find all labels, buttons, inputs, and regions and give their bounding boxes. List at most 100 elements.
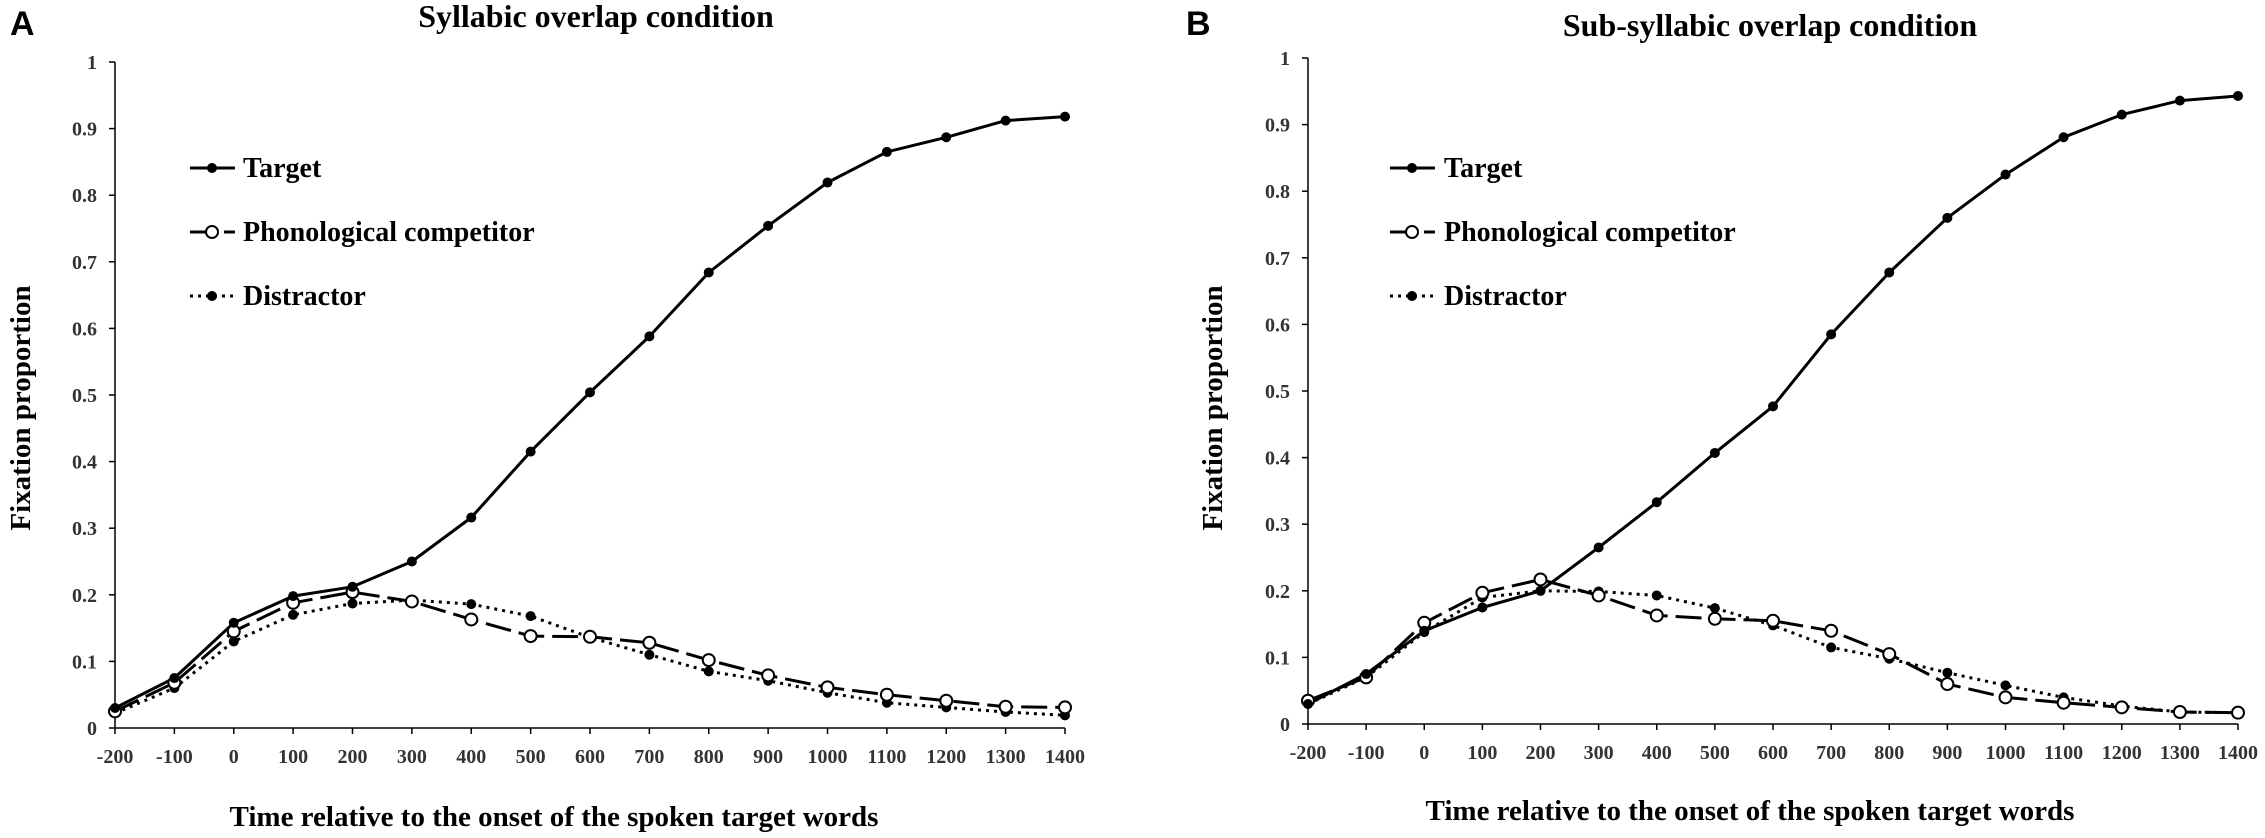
y-axis-label-a: Fixation proportion xyxy=(5,285,37,530)
legend-marker-distractor xyxy=(1407,291,1417,301)
y-tick-label: 0.8 xyxy=(1265,181,1290,203)
data-point-phonological-competitor xyxy=(404,594,419,609)
x-tick-label: 600 xyxy=(1758,742,1788,764)
data-point-distractor xyxy=(1826,642,1837,653)
data-point-target xyxy=(1884,267,1895,278)
chart-title-b: Sub-syllabic overlap condition xyxy=(1563,7,1978,43)
x-tick-label: 1200 xyxy=(926,746,966,768)
y-tick-label: 1 xyxy=(87,52,97,74)
x-tick-label: -100 xyxy=(156,746,193,768)
data-point-phonological-competitor xyxy=(1998,690,2013,705)
y-tick-label: 0.4 xyxy=(1265,448,1290,470)
y-tick-label: 0.1 xyxy=(72,651,97,673)
x-tick-label: 500 xyxy=(1700,742,1730,764)
series-line-phonological-competitor xyxy=(1307,578,2239,715)
data-point-phonological-competitor xyxy=(642,635,657,650)
x-axis-label-a: Time relative to the onset of the spoken… xyxy=(230,801,879,833)
data-point-target xyxy=(881,146,892,157)
data-point-target xyxy=(2233,90,2243,101)
x-tick-label: 800 xyxy=(694,746,724,768)
data-point-phonological-competitor xyxy=(1591,588,1606,603)
data-point-phonological-competitor xyxy=(2231,705,2245,720)
data-point-target xyxy=(466,512,477,523)
data-point-phonological-competitor xyxy=(879,687,894,702)
data-point-target xyxy=(1942,212,1953,223)
x-tick-label: 1100 xyxy=(2044,742,2083,764)
x-tick-label: 100 xyxy=(1467,742,1497,764)
chart-panel-a: A Syllabic overlap condition Time relati… xyxy=(5,0,1085,833)
data-point-target xyxy=(1361,669,1372,680)
data-point-target xyxy=(1060,111,1070,122)
data-point-phonological-competitor xyxy=(1766,613,1780,628)
data-point-target xyxy=(1303,699,1313,710)
chart-panel-b: B Sub-syllabic overlap condition Time re… xyxy=(1186,5,2258,827)
legend-item-distractor: Distractor xyxy=(1390,281,1567,312)
y-ticks-b: 0 0.1 0.2 0.3 0.4 0.5 0.6 0.7 0.8 0.9 1 xyxy=(1265,48,1308,736)
legend-item-distractor: Distractor xyxy=(190,281,366,312)
x-tick-label: 700 xyxy=(1816,742,1846,764)
data-point-target xyxy=(585,387,595,398)
data-point-phonological-competitor xyxy=(1940,677,1955,692)
data-point-target xyxy=(703,267,714,278)
legend-marker-phonological-competitor xyxy=(1405,225,1419,239)
x-tick-label: 1400 xyxy=(2218,742,2258,764)
x-tick-label: -100 xyxy=(1348,742,1385,764)
legend-label-target: Target xyxy=(243,153,322,184)
x-axis-label-b: Time relative to the onset of the spoken… xyxy=(1426,795,2075,827)
data-point-phonological-competitor xyxy=(583,629,597,644)
data-point-distractor xyxy=(288,609,299,620)
y-tick-label: 0.4 xyxy=(72,452,97,474)
y-tick-label: 0 xyxy=(1280,714,1290,736)
series-layer-a xyxy=(108,111,1072,721)
data-point-target xyxy=(1709,447,1720,458)
legend-a: Target Phonological competitor Distracto… xyxy=(190,153,535,312)
y-tick-label: 0.1 xyxy=(1265,647,1290,669)
y-tick-label: 0.7 xyxy=(72,252,97,274)
data-point-target xyxy=(525,446,536,457)
panel-label-a: A xyxy=(10,5,35,43)
data-point-distractor xyxy=(1942,667,1953,678)
x-tick-label: 200 xyxy=(1526,742,1556,764)
data-point-distractor xyxy=(1709,603,1720,614)
data-point-target xyxy=(110,703,120,714)
data-point-phonological-competitor xyxy=(701,653,716,668)
data-point-distractor xyxy=(228,636,239,647)
y-tick-label: 0 xyxy=(87,718,97,740)
data-point-distractor xyxy=(525,611,536,622)
series-line-distractor xyxy=(114,598,1066,717)
data-point-phonological-competitor xyxy=(2172,705,2187,720)
chart-title-a: Syllabic overlap condition xyxy=(418,0,774,34)
legend-label-phonological-competitor: Phonological competitor xyxy=(1444,217,1736,248)
data-point-phonological-competitor xyxy=(1058,700,1072,715)
data-point-target xyxy=(2000,169,2011,180)
data-point-phonological-competitor xyxy=(1824,623,1839,638)
data-point-phonological-competitor xyxy=(464,612,479,627)
data-point-phonological-competitor xyxy=(939,693,954,708)
x-tick-label: -200 xyxy=(97,746,134,768)
y-tick-label: 0.8 xyxy=(72,185,97,207)
x-tick-label: 1000 xyxy=(1986,742,2026,764)
legend-label-distractor: Distractor xyxy=(243,281,366,312)
data-point-phonological-competitor xyxy=(1707,611,1722,626)
data-point-phonological-competitor xyxy=(998,699,1013,714)
y-tick-label: 0.2 xyxy=(72,585,97,607)
data-point-target xyxy=(1593,542,1604,553)
data-point-target xyxy=(1477,602,1488,613)
legend-marker-target xyxy=(207,163,217,173)
data-point-target xyxy=(2174,95,2185,106)
legend-b: Target Phonological competitor Distracto… xyxy=(1390,153,1736,312)
x-tick-label: 600 xyxy=(575,746,605,768)
legend-item-phonological-competitor: Phonological competitor xyxy=(1390,217,1736,248)
y-tick-label: 1 xyxy=(1280,48,1290,70)
series-line-target xyxy=(1307,94,2239,706)
data-point-target xyxy=(2116,109,2127,120)
data-point-target xyxy=(644,331,655,342)
data-point-phonological-competitor xyxy=(2114,700,2129,715)
y-tick-label: 0.5 xyxy=(1265,381,1290,403)
data-point-target xyxy=(1651,497,1662,508)
x-tick-label: 1100 xyxy=(867,746,906,768)
y-axis-label-b: Fixation proportion xyxy=(1197,285,1229,530)
legend-item-target: Target xyxy=(190,153,322,184)
y-tick-label: 0.6 xyxy=(1265,314,1290,336)
x-tick-label: 300 xyxy=(1584,742,1614,764)
